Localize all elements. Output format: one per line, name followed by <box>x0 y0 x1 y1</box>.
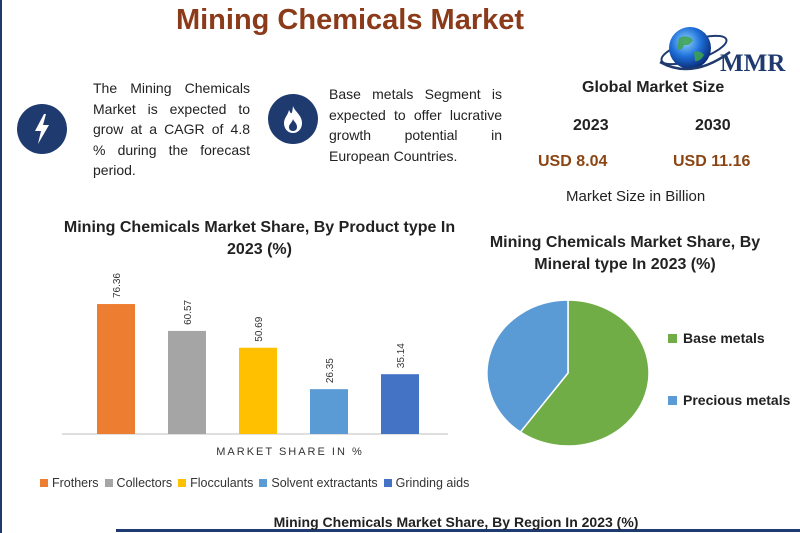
pie-legend-item: Precious metals <box>668 392 790 408</box>
bar-chart-legend: Frothers Collectors Flocculants Solvent ext… <box>40 476 480 490</box>
year-2023: 2023 <box>573 117 609 134</box>
page-title: Mining Chemicals Market <box>175 4 525 36</box>
legend-item: Solvent extractants <box>259 476 378 490</box>
legend-swatch <box>383 479 392 487</box>
legend-item: Frothers <box>40 476 99 490</box>
mmr-logo: MMR <box>652 22 800 82</box>
bar-chart-xlabel: MARKET SHARE IN % <box>216 446 364 458</box>
bar-value-label: 50.69 <box>254 316 265 341</box>
bar-flocculants <box>239 347 277 434</box>
bar-frothers <box>97 304 135 434</box>
bar-value-label: 35.14 <box>396 343 407 368</box>
flame-icon <box>284 106 302 133</box>
left-frame-border <box>0 0 2 533</box>
cagr-badge <box>17 104 67 154</box>
legend-label: Collectors <box>116 476 173 490</box>
region-chart-title: Mining Chemicals Market Share, By Region… <box>273 514 639 530</box>
pie-chart-title: Mining Chemicals Market Share, By Minera… <box>489 234 761 273</box>
cagr-text: The Mining Chemicals Market is expected … <box>93 80 250 178</box>
pie-legend-label: Precious metals <box>683 392 791 408</box>
legend-item: Flocculants <box>178 476 253 490</box>
bar-value-label: 26.35 <box>325 358 336 383</box>
legend-item: Collectors <box>104 476 173 490</box>
market-size-note: Market Size in Billion <box>566 188 706 205</box>
legend-swatch <box>259 479 268 487</box>
legend-label: Flocculants <box>190 476 254 490</box>
bar-value-label: 60.57 <box>183 299 194 324</box>
bar-collectors <box>168 330 206 434</box>
bar-chart-title: Mining Chemicals Market Share, By Produc… <box>63 219 456 258</box>
value-2030: USD 11.16 <box>673 153 751 170</box>
logo-text: MMR <box>720 50 786 77</box>
bar-grinding-aids <box>381 374 419 434</box>
segment-text: Base metals Segment is expected to offer… <box>329 86 502 164</box>
value-2023: USD 8.04 <box>538 153 608 170</box>
pie-slice-base-metals <box>519 299 649 447</box>
pie-legend-label: Base metals <box>683 330 765 346</box>
legend-swatch <box>40 479 48 487</box>
pie-chart-legend: Base metals Precious metals <box>668 330 790 408</box>
legend-label: Frothers <box>52 476 99 490</box>
legend-item: Grinding aids <box>383 476 470 490</box>
legend-label: Solvent extractants <box>271 476 378 490</box>
pie-legend-item: Base metals <box>668 330 790 346</box>
globe-icon <box>659 27 731 71</box>
bottom-frame-border <box>116 529 800 532</box>
legend-label: Grinding aids <box>395 476 470 490</box>
pie-legend-swatch <box>668 395 677 405</box>
pie-slice-precious-metals <box>487 299 569 434</box>
segment-badge <box>268 94 318 144</box>
year-2030: 2030 <box>695 117 731 134</box>
bar-value-label: 76.36 <box>112 273 123 298</box>
pie-legend-swatch <box>668 333 677 343</box>
bar-solvent-extractants <box>310 389 348 434</box>
market-size-title: Global Market Size <box>582 79 725 96</box>
pie-chart <box>487 299 649 447</box>
lightning-icon <box>35 114 49 144</box>
legend-swatch <box>178 479 187 487</box>
legend-swatch <box>104 479 113 487</box>
